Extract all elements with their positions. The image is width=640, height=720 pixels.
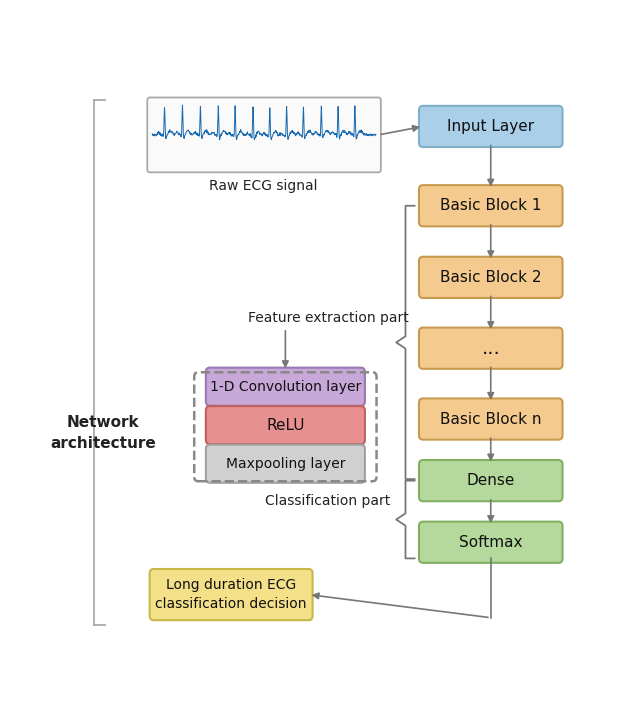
Text: Classification part: Classification part: [266, 495, 390, 508]
Text: Dense: Dense: [467, 473, 515, 488]
FancyBboxPatch shape: [206, 406, 365, 444]
Text: Basic Block 2: Basic Block 2: [440, 270, 541, 285]
FancyBboxPatch shape: [206, 445, 365, 483]
FancyBboxPatch shape: [419, 521, 563, 563]
FancyBboxPatch shape: [150, 569, 312, 620]
Text: 1-D Convolution layer: 1-D Convolution layer: [210, 379, 361, 394]
FancyBboxPatch shape: [419, 398, 563, 440]
Text: Basic Block 1: Basic Block 1: [440, 198, 541, 213]
Text: Input Layer: Input Layer: [447, 119, 534, 134]
FancyBboxPatch shape: [147, 97, 381, 172]
FancyBboxPatch shape: [419, 460, 563, 501]
FancyBboxPatch shape: [419, 257, 563, 298]
Text: ...: ...: [481, 338, 500, 358]
FancyBboxPatch shape: [419, 185, 563, 226]
FancyBboxPatch shape: [419, 328, 563, 369]
FancyBboxPatch shape: [419, 106, 563, 147]
Text: ReLU: ReLU: [266, 418, 305, 433]
Text: Softmax: Softmax: [459, 535, 522, 550]
FancyBboxPatch shape: [206, 368, 365, 406]
Text: Network
architecture: Network architecture: [51, 415, 156, 451]
Text: Raw ECG signal: Raw ECG signal: [209, 179, 318, 193]
Text: Basic Block n: Basic Block n: [440, 412, 541, 426]
Text: Long duration ECG
classification decision: Long duration ECG classification decisio…: [156, 578, 307, 611]
Text: Maxpooling layer: Maxpooling layer: [226, 456, 345, 471]
Text: Feature extraction part: Feature extraction part: [248, 311, 408, 325]
